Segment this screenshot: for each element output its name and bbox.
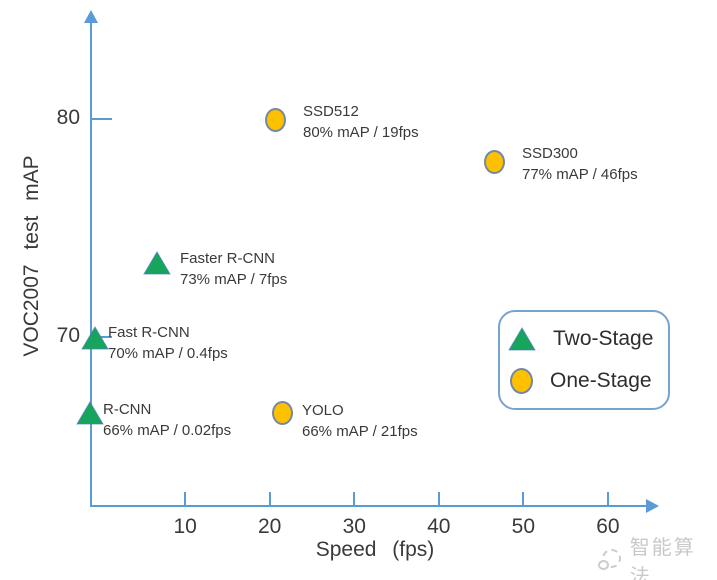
Faster R-CNN-annotation: Faster R-CNN 73% mAP / 7fps bbox=[180, 248, 287, 290]
point-name: SSD300 bbox=[522, 145, 578, 162]
SSD300-annotation: SSD300 77% mAP / 46fps bbox=[522, 143, 638, 185]
Fast R-CNN-marker bbox=[80, 325, 110, 351]
point-name: Faster R-CNN bbox=[180, 250, 276, 267]
R-CNN-annotation: R-CNN 66% mAP / 0.02fps bbox=[103, 399, 231, 441]
y-tick-80 bbox=[92, 118, 112, 120]
SSD300-marker bbox=[484, 150, 505, 174]
legend-item-label: One-Stage bbox=[550, 369, 652, 392]
circle-marker-icon bbox=[510, 368, 533, 394]
legend-item-two-stage: Two-Stage bbox=[500, 318, 668, 360]
y-tick-label-70: 70 bbox=[56, 324, 80, 347]
x-tick-40 bbox=[437, 492, 440, 506]
x-tick-label-40: 40 bbox=[427, 515, 451, 538]
point-stats: 80% mAP / 19fps bbox=[303, 124, 419, 141]
R-CNN-marker bbox=[75, 400, 105, 426]
y-axis-arrow-icon bbox=[84, 10, 98, 23]
point-name: Fast R-CNN bbox=[108, 324, 190, 341]
x-tick-label-20: 20 bbox=[258, 515, 282, 538]
watermark-text: 智能算法 bbox=[629, 537, 696, 580]
point-stats: 66% mAP / 0.02fps bbox=[103, 422, 232, 439]
point-stats: 66% mAP / 21fps bbox=[302, 423, 418, 440]
point-name: YOLO bbox=[302, 402, 344, 419]
y-axis bbox=[90, 22, 92, 507]
SSD512-annotation: SSD512 80% mAP / 19fps bbox=[303, 101, 419, 143]
legend: Two-Stage One-Stage bbox=[498, 310, 670, 410]
x-axis-arrow-icon bbox=[646, 499, 659, 513]
x-tick-10 bbox=[184, 492, 187, 506]
x-tick-label-30: 30 bbox=[342, 515, 366, 538]
y-axis-label: VOC2007 test mAP bbox=[20, 155, 43, 357]
watermark: 智能算法 bbox=[598, 531, 717, 580]
watermark-logo-icon bbox=[598, 547, 624, 573]
SSD512-marker bbox=[265, 108, 286, 132]
x-tick-50 bbox=[522, 492, 525, 506]
legend-item-one-stage: One-Stage bbox=[500, 360, 668, 402]
point-stats: 77% mAP / 46fps bbox=[522, 166, 638, 183]
x-tick-30 bbox=[353, 492, 356, 506]
point-name: SSD512 bbox=[303, 103, 359, 120]
y-tick-label-80: 80 bbox=[56, 106, 80, 129]
y-tick-70 bbox=[92, 336, 112, 338]
triangle-marker-icon bbox=[508, 327, 536, 351]
x-tick-label-60: 60 bbox=[596, 515, 620, 538]
x-tick-20 bbox=[268, 492, 271, 506]
point-stats: 70% mAP / 0.4fps bbox=[108, 345, 228, 362]
point-stats: 73% mAP / 7fps bbox=[180, 271, 288, 288]
x-axis bbox=[90, 505, 648, 507]
legend-item-label: Two-Stage bbox=[553, 327, 654, 350]
Faster R-CNN-marker bbox=[142, 250, 172, 276]
YOLO-annotation: YOLO 66% mAP / 21fps bbox=[302, 400, 418, 442]
x-tick-label-10: 10 bbox=[173, 515, 197, 538]
point-name: R-CNN bbox=[103, 401, 152, 418]
x-tick-label-50: 50 bbox=[511, 515, 536, 538]
Fast R-CNN-annotation: Fast R-CNN 70% mAP / 0.4fps bbox=[108, 322, 228, 364]
YOLO-marker bbox=[272, 401, 293, 425]
x-axis-label: Speed (fps) bbox=[315, 538, 435, 561]
x-tick-60 bbox=[606, 492, 609, 506]
